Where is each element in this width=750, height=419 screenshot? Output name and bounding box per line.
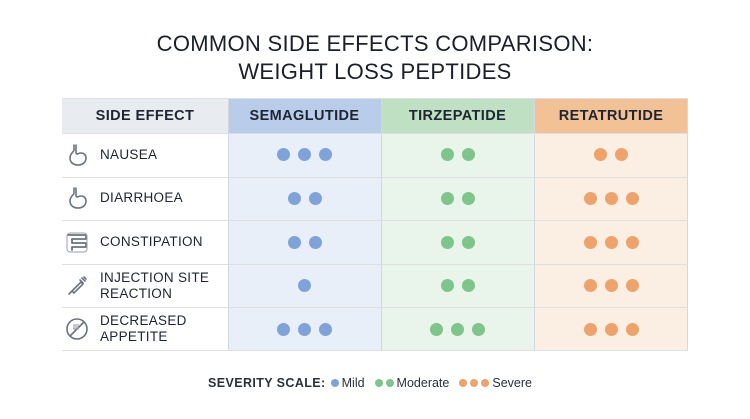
row-label-line: CONSTIPATION xyxy=(100,234,203,249)
severity-dot xyxy=(287,235,301,249)
severity-dot xyxy=(625,279,639,293)
severity-dot xyxy=(604,235,618,249)
severity-dot xyxy=(440,191,454,205)
column-header: TIRZEPATIDE xyxy=(408,107,507,124)
row-label: INJECTION SITE REACTION xyxy=(100,270,209,302)
severity-dot xyxy=(440,279,454,293)
severity-dot xyxy=(430,322,443,336)
severity-dot xyxy=(583,322,597,336)
severity-dot xyxy=(298,322,311,336)
row-label: NAUSEA xyxy=(100,147,157,163)
legend-dot xyxy=(470,379,479,387)
severity-dot xyxy=(319,322,332,336)
legend-title: SEVERITY SCALE: xyxy=(208,376,326,390)
legend-label: Mild xyxy=(341,376,365,390)
side-effect-header: SIDE EFFECT xyxy=(95,107,195,124)
row-divider xyxy=(62,133,688,134)
row-label: CONSTIPATION xyxy=(100,234,203,250)
row-label-line: NAUSEA xyxy=(100,146,158,162)
header-top-border xyxy=(62,98,688,99)
severity-dot xyxy=(583,235,597,249)
comparison-table: SIDE EFFECT SEMAGLUTIDE TIRZEPATIDE RETATRU… xyxy=(62,98,688,351)
severity-dot xyxy=(298,148,311,162)
severity-dot xyxy=(440,148,454,162)
legend-item: Severe xyxy=(459,376,532,390)
severity-dot xyxy=(583,279,597,293)
severity-dot xyxy=(625,191,639,205)
chart-title-line-2: WEIGHT LOSS PEPTIDES xyxy=(238,59,512,84)
chart-title-line-1: COMMON SIDE EFFECTS COMPARISON: xyxy=(156,31,594,56)
row-label-line: DIARRHOEA xyxy=(100,190,183,206)
legend-item: Mild xyxy=(330,376,365,390)
severity-dot xyxy=(604,191,618,205)
row-divider xyxy=(62,307,688,309)
severity-dot xyxy=(440,235,454,249)
legend-label: Moderate xyxy=(396,376,450,390)
column-divider xyxy=(228,98,229,351)
row-label-line: REACTION xyxy=(100,285,173,301)
row-label: DECREASED APPETITE xyxy=(100,313,187,345)
legend-label: Severe xyxy=(492,376,532,390)
severity-dot xyxy=(308,235,322,249)
column-divider xyxy=(381,98,382,351)
legend-dot xyxy=(330,379,339,387)
row-divider xyxy=(62,220,688,222)
severity-dot xyxy=(308,191,322,205)
label-header-bg xyxy=(62,98,228,133)
row-label: DIARRHOEA xyxy=(100,190,183,206)
severity-dot xyxy=(298,279,311,293)
severity-dot xyxy=(277,148,290,162)
severity-legend: SEVERITY SCALE: Mild Moderate Severe xyxy=(0,376,750,390)
severity-dot xyxy=(625,322,639,336)
row-label-line: APPETITE xyxy=(100,329,168,345)
column-body-bg xyxy=(381,133,534,351)
severity-dot xyxy=(604,322,618,336)
severity-dot xyxy=(461,191,475,205)
severity-dot xyxy=(594,148,607,162)
row-label-line: DECREASED xyxy=(100,313,187,329)
column-header-bg xyxy=(534,98,688,133)
legend-item: Moderate xyxy=(374,376,450,390)
severity-dot xyxy=(461,235,475,249)
severity-dot xyxy=(625,235,639,249)
severity-dot xyxy=(277,322,290,336)
chart-title: COMMON SIDE EFFECTS COMPARISON: WEIGHT L… xyxy=(0,30,750,86)
column-divider xyxy=(534,98,535,351)
column-header-bg xyxy=(228,98,381,133)
legend-dot xyxy=(374,379,383,387)
severity-dot xyxy=(615,148,628,162)
syringe-icon xyxy=(64,273,90,299)
severity-dot xyxy=(287,191,301,205)
severity-dot xyxy=(461,148,475,162)
legend-dot xyxy=(459,379,468,387)
severity-dot xyxy=(604,279,618,293)
stomach-icon xyxy=(64,142,90,168)
no-food-icon xyxy=(64,316,90,342)
row-divider xyxy=(62,176,688,178)
column-header-bg xyxy=(381,98,534,133)
row-divider xyxy=(62,263,688,265)
severity-dot xyxy=(451,322,464,336)
table-bottom-border xyxy=(62,350,688,351)
severity-dot xyxy=(461,279,475,293)
legend-dot xyxy=(385,379,394,387)
intestine-icon xyxy=(64,229,90,255)
legend-dot xyxy=(481,379,490,387)
severity-dot xyxy=(472,322,485,336)
row-label-line: INJECTION SITE xyxy=(100,269,210,285)
column-header: RETATRUTIDE xyxy=(558,107,664,124)
severity-dot xyxy=(583,191,597,205)
column-divider xyxy=(687,98,688,351)
column-header: SEMAGLUTIDE xyxy=(249,107,360,124)
severity-dot xyxy=(319,148,332,162)
column-body-bg xyxy=(228,133,381,351)
stomach-icon xyxy=(64,185,90,211)
